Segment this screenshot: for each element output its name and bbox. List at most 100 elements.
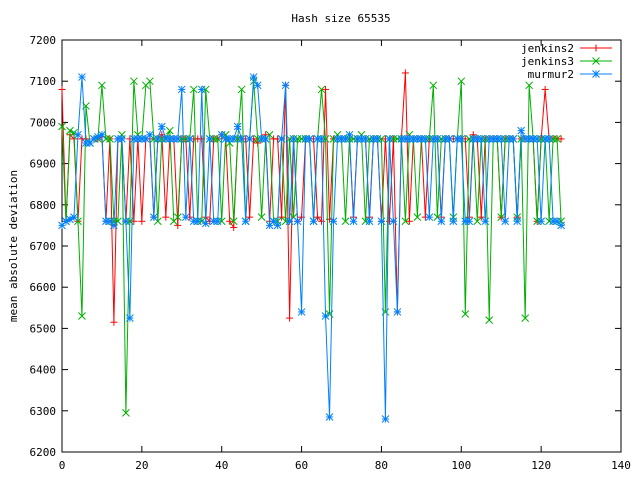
marker-stroke [525,81,534,90]
legend-label-jenkins3: jenkins3 [521,55,574,68]
marker-stroke [78,73,86,81]
marker-stroke [217,130,226,139]
marker-stroke [78,312,86,320]
series-line-murmur2 [61,75,562,420]
marker-stroke [329,217,338,226]
series-murmur2 [58,73,565,423]
data-point [389,217,398,226]
marker-stroke [269,217,278,226]
data-point [361,135,370,143]
data-point [70,213,78,222]
series-jenkins3 [58,77,565,417]
marker-stroke [317,135,326,143]
data-point [229,135,238,143]
data-point [157,122,166,131]
data-point [537,217,545,226]
data-point [66,126,74,135]
marker-stroke [257,213,266,222]
marker-stroke [70,128,78,137]
marker-stroke [213,217,222,226]
marker-stroke [130,77,138,86]
data-point [257,213,266,222]
data-point [213,217,222,226]
data-point [122,217,130,226]
marker-stroke [345,130,354,139]
data-point [393,308,402,316]
x-tick-label: 40 [215,459,228,472]
data-point [237,135,246,143]
marker-stroke [58,122,66,131]
data-point [205,135,214,143]
data-point [425,213,434,222]
y-tick-label: 6400 [30,364,57,377]
data-point [465,217,474,226]
data-point [138,217,146,225]
marker-stroke [205,135,214,143]
marker-stroke [237,85,246,94]
marker-stroke [173,135,182,143]
marker-stroke [481,217,490,226]
data-point [421,135,430,143]
data-point [289,135,298,143]
marker-stroke [229,135,238,143]
x-tick-label: 60 [295,459,308,472]
marker-stroke [253,81,262,90]
data-point [98,81,106,90]
data-point [433,135,442,143]
marker-stroke [153,217,162,226]
data-point [153,135,162,143]
data-point [193,217,202,226]
data-point [322,85,330,93]
marker-stroke [293,217,302,226]
marker-stroke [365,217,374,226]
marker-stroke [341,217,350,226]
marker-stroke [106,217,114,226]
marker-stroke [277,135,286,143]
marker-stroke [401,217,410,226]
marker-stroke [193,217,202,226]
data-point [557,135,565,143]
legend-marker-murmur2 [592,70,600,78]
marker-stroke [233,122,242,131]
marker-stroke [241,217,250,226]
data-point [286,314,294,322]
marker-stroke [309,217,318,226]
data-point [473,217,482,226]
data-point [174,221,182,229]
data-point [185,135,194,143]
marker-stroke [122,409,130,417]
marker-stroke [106,135,114,143]
marker-stroke [361,135,370,143]
marker-stroke [545,135,553,143]
data-point [173,135,182,143]
data-point [345,130,354,139]
marker-stroke [477,135,486,143]
y-tick-label: 6700 [30,240,57,253]
marker-stroke [449,217,458,226]
marker-stroke [429,81,438,90]
data-point [241,217,250,226]
marker-stroke [533,135,542,143]
series-layer [58,69,565,423]
marker-stroke [181,213,190,222]
marker-stroke [461,310,470,318]
marker-stroke [349,217,358,226]
data-point [457,77,466,86]
marker-stroke [557,221,565,230]
data-point [341,217,350,226]
data-point [377,217,386,226]
data-point [517,126,526,135]
data-point [533,135,542,143]
data-point [230,223,238,231]
marker-stroke [393,308,402,316]
marker-stroke [425,213,434,222]
data-point [509,135,518,143]
data-point [201,219,210,228]
plot-area-frame [61,39,622,453]
marker-stroke [249,73,258,81]
data-point [126,314,134,322]
marker-stroke [501,217,510,226]
marker-stroke [237,135,246,143]
